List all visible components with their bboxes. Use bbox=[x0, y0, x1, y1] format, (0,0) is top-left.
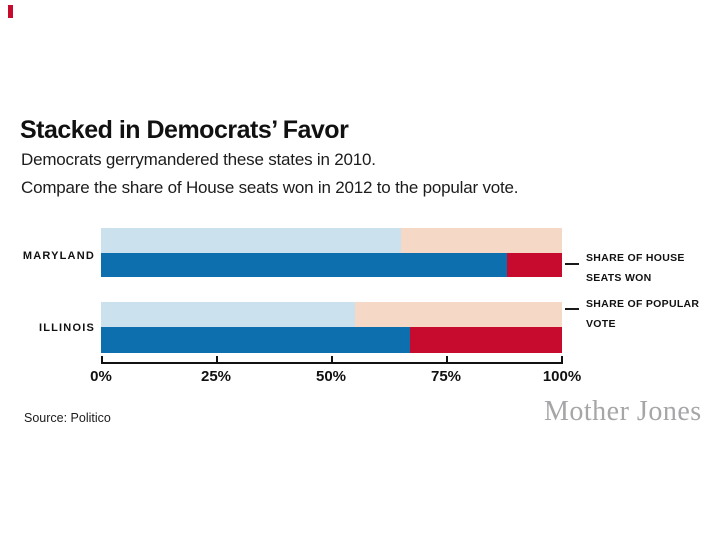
maryland-seats-won-bar bbox=[101, 253, 562, 277]
maryland-popular-vote-dem-segment bbox=[101, 228, 401, 253]
chart-subtitle-line1: Democrats gerrymandered these states in … bbox=[21, 150, 376, 169]
illinois-seats-won-rep-segment bbox=[409, 327, 562, 353]
row-label-maryland: MARYLAND bbox=[22, 250, 95, 262]
illinois-popular-vote-dem-segment bbox=[101, 302, 355, 327]
illinois-popular-vote-rep-segment bbox=[354, 302, 562, 327]
maryland-seats-won-dem-segment bbox=[101, 253, 507, 277]
illinois-popular-vote-bar bbox=[101, 302, 562, 327]
maryland-popular-vote-rep-segment bbox=[400, 228, 562, 253]
legend-label-popular-vote-line2: VOTE bbox=[586, 317, 616, 330]
legend-label-seats-won-line2: SEATS WON bbox=[586, 271, 652, 284]
illinois-seats-won-dem-segment bbox=[101, 327, 410, 353]
x-axis-line bbox=[101, 362, 563, 364]
source-credit: Source: Politico bbox=[24, 411, 111, 425]
x-axis-label-50: 50% bbox=[315, 368, 347, 385]
legend-label-seats-won: SHARE OF HOUSE SEATS WON bbox=[586, 249, 718, 288]
x-axis-label-100: 100% bbox=[542, 368, 582, 385]
maryland-popular-vote-bar bbox=[101, 228, 562, 253]
x-axis-label-75: 75% bbox=[430, 368, 462, 385]
red-accent-mark bbox=[8, 5, 13, 18]
x-axis-tick-75 bbox=[446, 356, 448, 362]
x-axis-tick-100 bbox=[561, 356, 563, 362]
legend-dash-seats-won bbox=[565, 263, 579, 265]
mother-jones-logo: Mother Jones bbox=[544, 396, 702, 427]
chart-subtitle-line2: Compare the share of House seats won in … bbox=[21, 178, 519, 197]
chart-title: Stacked in Democrats’ Favor bbox=[20, 116, 349, 144]
x-axis-tick-0 bbox=[101, 356, 103, 362]
illinois-seats-won-bar bbox=[101, 327, 562, 353]
row-label-illinois: ILLINOIS bbox=[38, 322, 95, 334]
x-axis-label-0: 0% bbox=[90, 368, 112, 385]
legend-label-popular-vote-line1: SHARE OF POPULAR bbox=[586, 298, 700, 310]
maryland-seats-won-rep-segment bbox=[506, 253, 562, 277]
legend-label-seats-won-line1: SHARE OF HOUSE bbox=[586, 252, 685, 264]
legend-dash-popular-vote bbox=[565, 308, 579, 310]
x-axis-label-25: 25% bbox=[200, 368, 232, 385]
x-axis-tick-50 bbox=[331, 356, 333, 362]
legend-label-popular-vote: SHARE OF POPULAR VOTE bbox=[586, 295, 718, 334]
x-axis-tick-25 bbox=[216, 356, 218, 362]
